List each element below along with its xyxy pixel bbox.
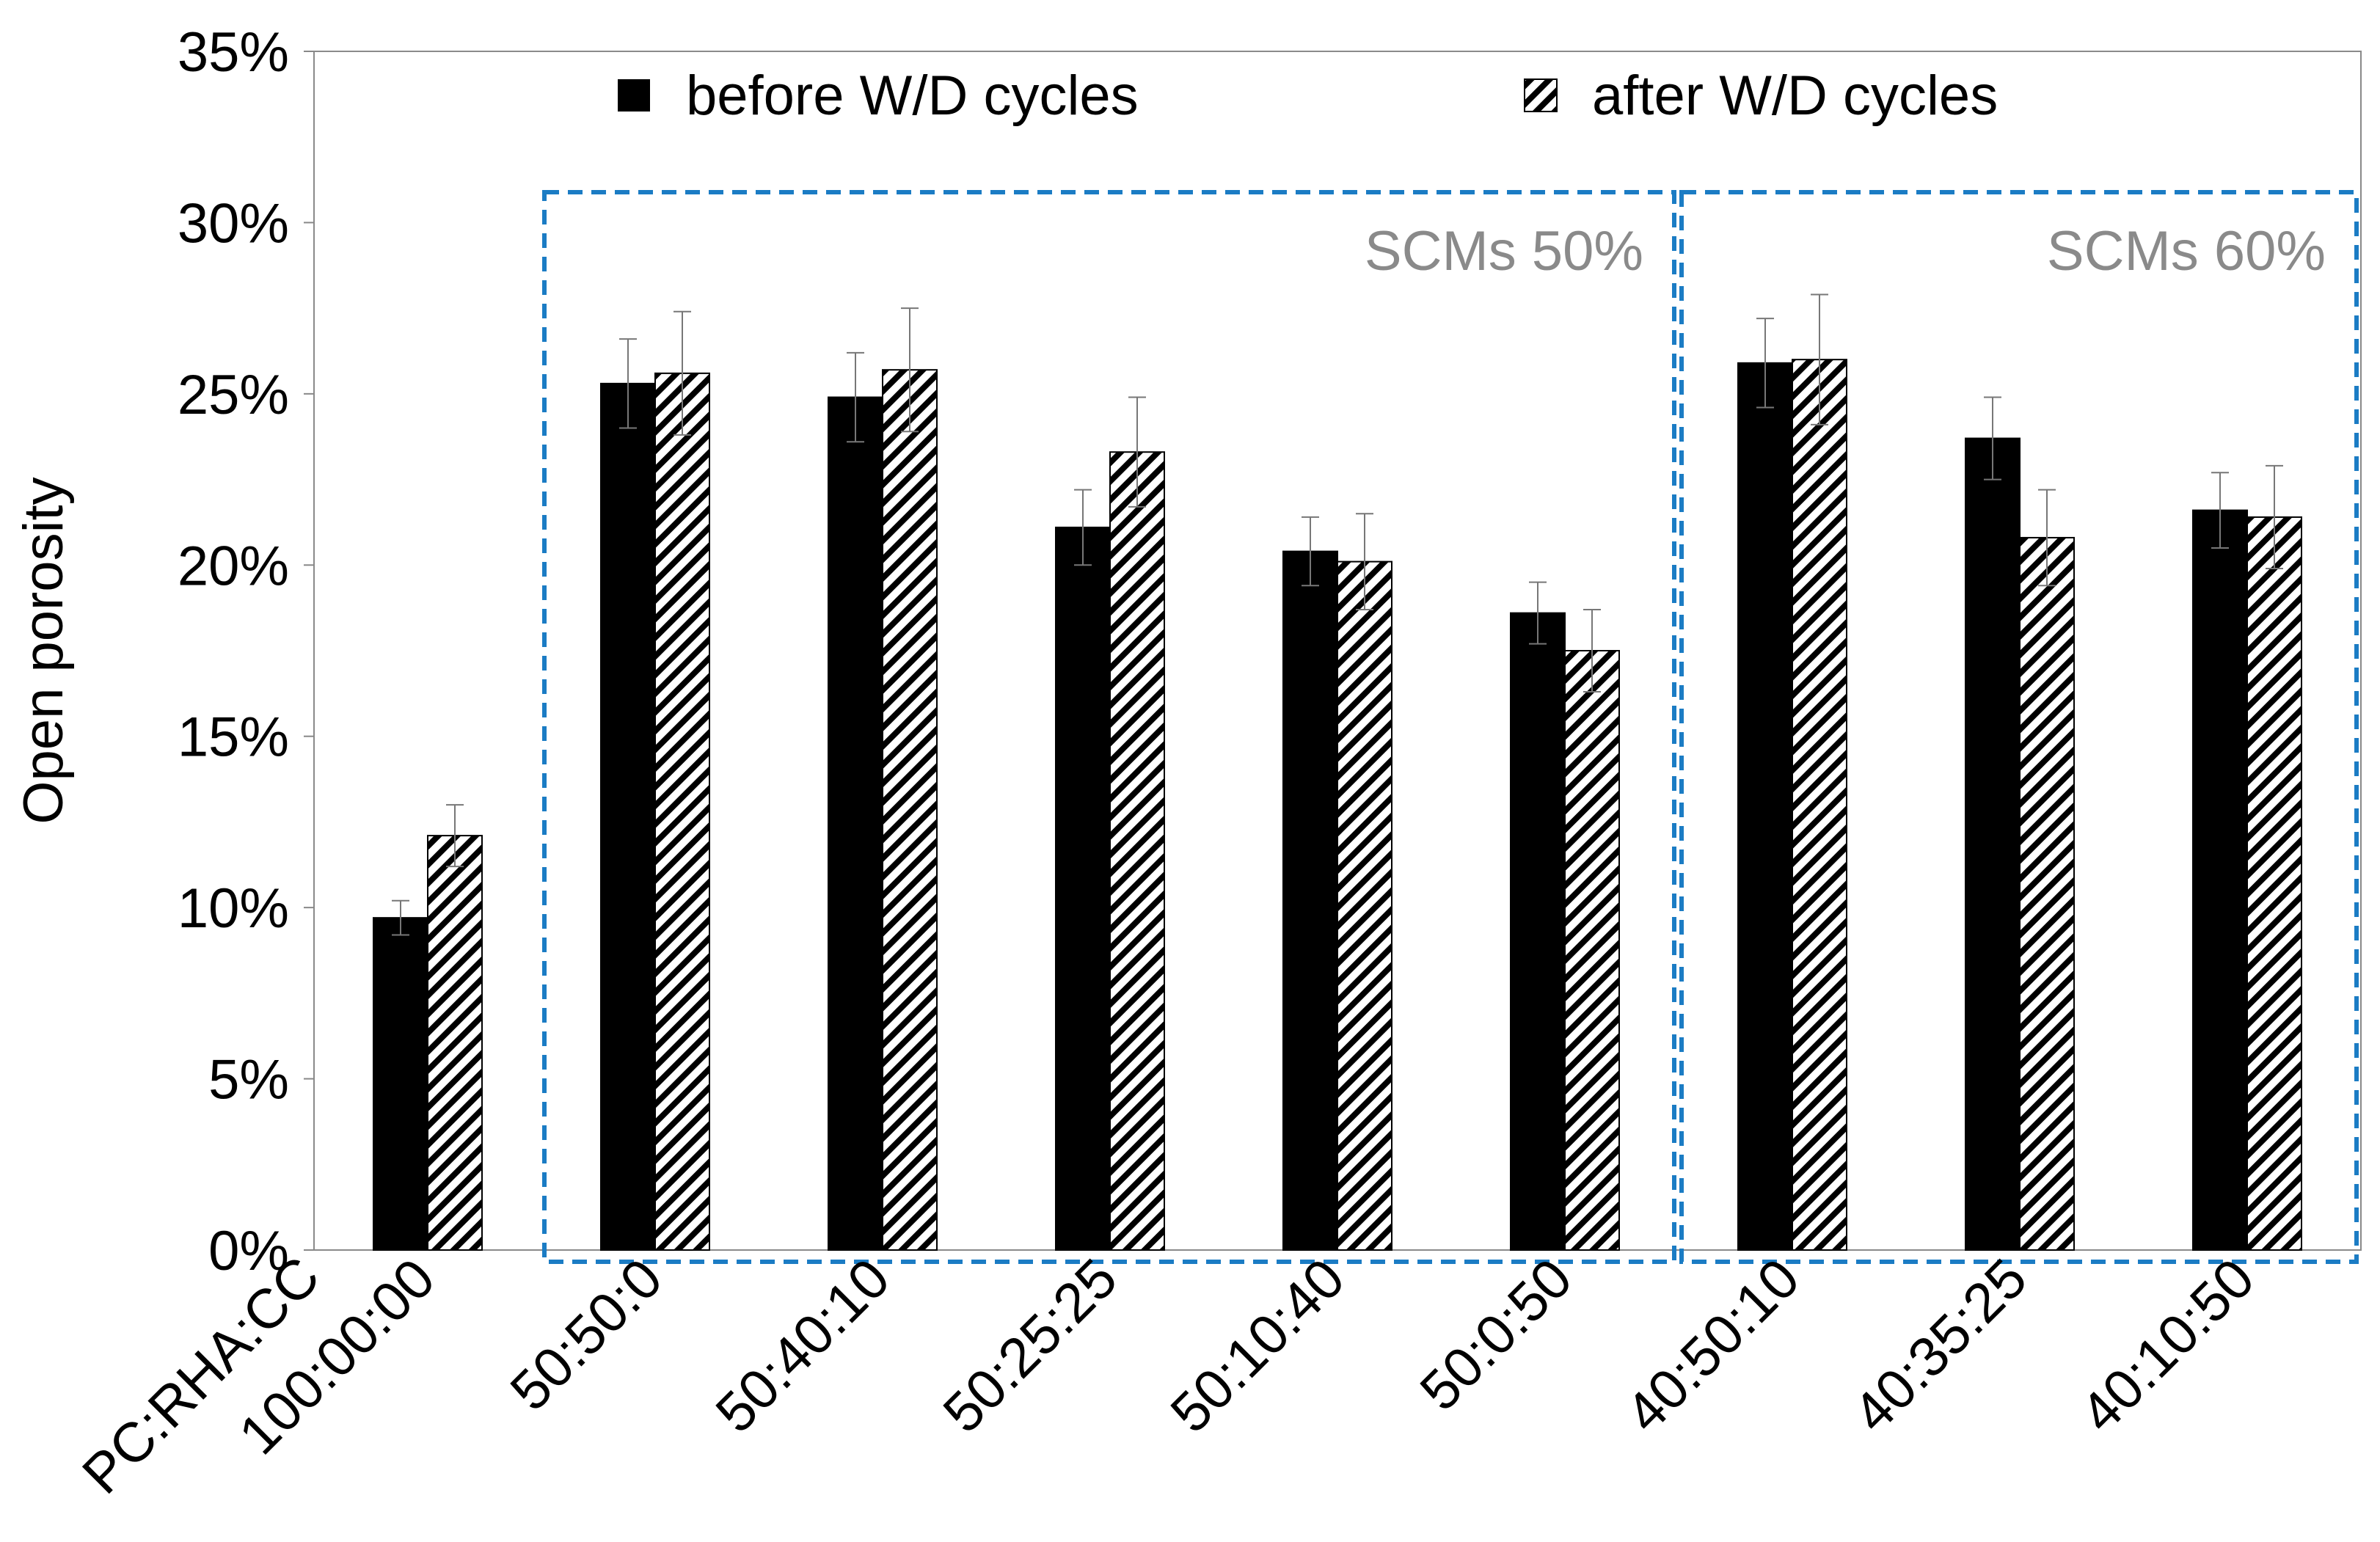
x-tick-label: 40:35:25: [1841, 1247, 2039, 1444]
legend: before W/D cycles after W/D cycles: [618, 65, 1998, 127]
bar-after: [427, 835, 483, 1251]
x-tick-label: 50:40:10: [704, 1247, 902, 1444]
bar-after: [654, 372, 710, 1251]
bar-before: [373, 917, 428, 1251]
bar-after: [882, 369, 938, 1251]
legend-label-before: before W/D cycles: [686, 65, 1139, 127]
bar-before: [1737, 362, 1793, 1251]
bar-after: [2019, 536, 2075, 1251]
x-tick-label: 40:50:10: [1614, 1247, 1811, 1444]
bar-before: [1055, 526, 1111, 1251]
legend-swatch-after: [1524, 78, 1558, 112]
x-tick-label: 50:0:50: [1409, 1247, 1584, 1422]
bar-after: [1109, 451, 1165, 1251]
x-tick-label: 50:25:25: [932, 1247, 1129, 1444]
group-box: [1679, 190, 2359, 1264]
y-axis-ticks: 0% 5% 10% 15% 20% 25% 30% 35%: [178, 21, 314, 1282]
y-tick-label: 15%: [178, 706, 289, 769]
group-box: [542, 190, 1676, 1264]
bar-after: [2246, 516, 2302, 1251]
y-tick-label: 25%: [178, 364, 289, 426]
group-label: SCMs 60%: [2047, 220, 2326, 282]
bar-before: [2192, 509, 2248, 1251]
x-tick-label: 50:50:0: [499, 1247, 674, 1422]
y-tick-label: 35%: [178, 21, 289, 84]
y-tick-label: 20%: [178, 535, 289, 597]
y-tick-label: 5%: [208, 1049, 289, 1111]
y-axis-label: Open porosity: [12, 477, 75, 824]
y-tick-label: 10%: [178, 877, 289, 940]
bar-before: [828, 396, 883, 1251]
x-axis-ticks: 100:00:00 50:50:0 50:40:10 50:25:25 50:10:40…: [227, 1247, 2266, 1466]
bar-after: [1337, 560, 1392, 1251]
bar-after: [1792, 359, 1847, 1251]
y-tick-label: 30%: [178, 192, 289, 255]
legend-swatch-before: [618, 79, 650, 112]
x-tick-label: 40:10:50: [2069, 1247, 2266, 1444]
bars: [373, 293, 2302, 1251]
group-boxes: SCMs 50% SCMs 60%: [542, 190, 2359, 1264]
bar-before: [600, 382, 656, 1251]
group-label: SCMs 50%: [1365, 220, 1643, 282]
y-tick-label: 0%: [208, 1220, 289, 1282]
x-tick-label: 50:10:40: [1159, 1247, 1357, 1444]
bar-before: [1282, 550, 1338, 1251]
legend-label-after: after W/D cycles: [1592, 65, 1998, 127]
bar-before: [1965, 437, 2021, 1251]
bar-before: [1510, 612, 1566, 1251]
bar-after: [1564, 650, 1620, 1251]
